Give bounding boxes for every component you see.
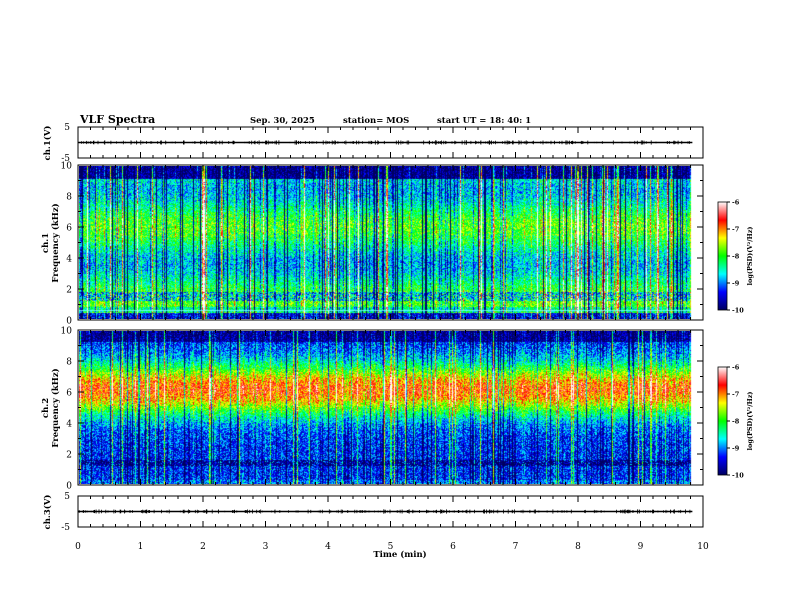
- y-tick-label: 2: [66, 451, 72, 461]
- x-tick-label: 8: [575, 542, 581, 552]
- ch2-spectrogram-image: [79, 331, 702, 484]
- y-tick-label: 0: [66, 317, 72, 327]
- y-tick-label: 6: [66, 224, 72, 234]
- x-tick-label: 10: [697, 542, 709, 552]
- ch1-spectrogram-ticks: [77, 164, 704, 321]
- y-tick-label: 4: [66, 420, 72, 430]
- figure-title: VLF Spectra: [79, 113, 155, 126]
- colorbar-tick-label: -7: [732, 226, 739, 234]
- waveform-spikes: [78, 509, 691, 514]
- ch1-colorbar: -6 -7 -8 -9 -10 log(PSD)(V²/Hz): [717, 199, 754, 315]
- x-tick-label: 7: [513, 542, 519, 552]
- ch1-wave-ytick-bottom: -5: [61, 154, 70, 164]
- y-tick-label: 6: [66, 389, 72, 399]
- x-axis-label: Time (min): [373, 549, 426, 560]
- colorbar-tick-label: -7: [732, 391, 739, 399]
- y-tick-label: 2: [66, 286, 72, 296]
- date-label: Sep. 30, 2025: [250, 116, 315, 126]
- ch3-waveform-ticks: [77, 496, 704, 527]
- colorbar-tick-label: -9: [732, 280, 740, 288]
- ch3-waveform-panel: 5 -5 ch.3(V): [42, 492, 704, 533]
- x-tick-label: 3: [263, 542, 269, 552]
- colorbar-tick-label: -10: [732, 307, 744, 315]
- x-tick-label: 2: [200, 542, 206, 552]
- colorbar-tick-label: -6: [732, 364, 740, 372]
- y-tick-label: 8: [66, 358, 72, 368]
- x-tick-label: 9: [638, 542, 644, 552]
- ch2-spectrogram-panel: 0 2 4 6 8 10 ch.2 Frequency (kHz): [41, 327, 704, 492]
- colorbar-rect: [717, 366, 728, 476]
- ch1-wave-ylabel: ch.1(V): [42, 126, 53, 161]
- y-tick-label: 4: [66, 255, 72, 265]
- ch3-wave-ytick-bottom: -5: [61, 523, 70, 533]
- x-tick-label: 6: [450, 542, 456, 552]
- colorbar-tick-label: -8: [732, 418, 740, 426]
- waveform-spikes: [81, 140, 690, 145]
- ch1-spec-ylabel: Frequency (kHz): [50, 203, 61, 282]
- ch2-spectrogram-ticks: [77, 329, 704, 486]
- y-tick-label: 10: [61, 327, 73, 337]
- ch1-waveform-trace: [78, 140, 693, 145]
- colorbar-tick-label: -9: [732, 445, 740, 453]
- x-tick-label: 4: [325, 542, 331, 552]
- y-tick-label: 10: [61, 162, 73, 172]
- y-tick-label: 0: [66, 482, 72, 492]
- colorbar-tick-label: -6: [732, 199, 740, 207]
- ch3-wave-ylabel: ch.3(V): [42, 495, 53, 530]
- colorbar-tick-label: -8: [732, 253, 740, 261]
- ch1-wave-ytick-top: 5: [64, 123, 70, 133]
- ch1-spectrogram-image: [79, 166, 702, 319]
- ch2-spectrogram-yticklabels: 0 2 4 6 8 10: [61, 327, 73, 492]
- ch1-waveform-panel: 5 -5 ch.1(V): [42, 123, 704, 164]
- colorbar-label: log(PSD)(V²/Hz): [746, 227, 754, 286]
- y-tick-label: 8: [66, 193, 72, 203]
- x-tick-label: 1: [138, 542, 144, 552]
- ch2-colorbar: -6 -7 -8 -9 -10 log(PSD)(V²/Hz): [717, 364, 754, 480]
- ch2-spec-channel-label: ch.2: [41, 398, 51, 418]
- ch3-waveform-trace: [78, 509, 693, 514]
- colorbar-rect: [717, 201, 728, 311]
- x-tick-label: 0: [75, 542, 81, 552]
- x-axis-tick-labels: 0 1 2 3 4 5 6 7 8 9 10: [75, 542, 709, 552]
- ch2-spec-ylabel: Frequency (kHz): [50, 368, 61, 447]
- station-label: station= MOS: [343, 116, 409, 126]
- colorbar-tick-label: -10: [732, 472, 744, 480]
- ch1-spectrogram-panel: 0 2 4 6 8 10 ch.1 Frequency (kHz): [41, 162, 704, 327]
- x-tick-label: 5: [388, 542, 394, 552]
- ch1-waveform-ticks: [77, 127, 704, 158]
- ch3-wave-ytick-top: 5: [64, 492, 70, 502]
- start-time-label: start UT = 18: 40: 1: [437, 116, 531, 126]
- ch1-spectrogram-yticklabels: 0 2 4 6 8 10: [61, 162, 73, 327]
- colorbar-label: log(PSD)(V²/Hz): [746, 392, 754, 451]
- ch1-spec-channel-label: ch.1: [41, 233, 51, 253]
